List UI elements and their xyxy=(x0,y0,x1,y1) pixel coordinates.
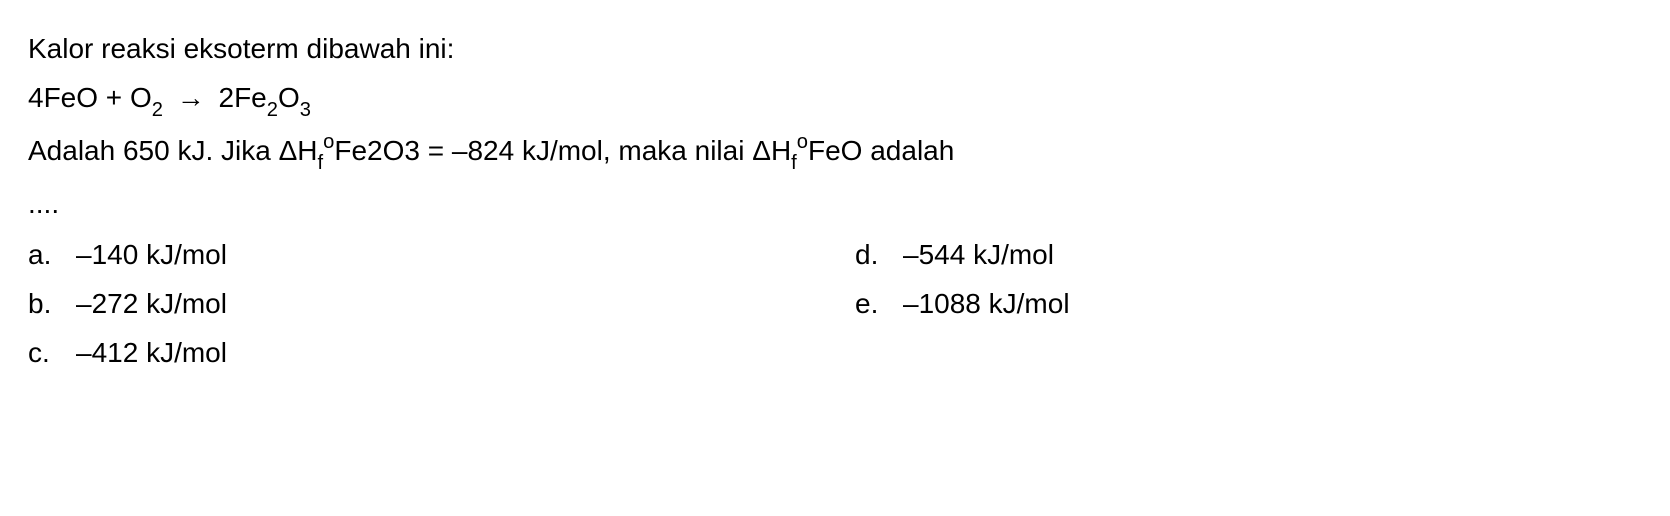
eq-arrow: → xyxy=(171,73,211,122)
hf-h-1: H xyxy=(297,135,317,166)
option-a: a. –140 kJ/mol xyxy=(28,230,815,279)
body-part-a: Adalah 650 kJ. Jika xyxy=(28,135,279,166)
option-d: d. –544 kJ/mol xyxy=(855,230,1642,279)
eq-lhs: 4FeO + O xyxy=(28,82,152,113)
hf-h-2: H xyxy=(771,135,791,166)
eq-rhs: 2Fe xyxy=(219,82,267,113)
option-text-c: –412 kJ/mol xyxy=(76,328,227,377)
option-letter-b: b. xyxy=(28,279,76,328)
option-letter-d: d. xyxy=(855,230,903,279)
eq-rhs-o: O xyxy=(278,82,300,113)
question-intro: Kalor reaksi eksoterm dibawah ini: xyxy=(28,24,1642,73)
option-text-e: –1088 kJ/mol xyxy=(903,279,1070,328)
delta-1: Δ xyxy=(279,135,298,166)
eq-rhs-sub1: 2 xyxy=(267,99,278,121)
option-text-d: –544 kJ/mol xyxy=(903,230,1054,279)
ellipsis: .... xyxy=(28,179,1642,228)
delta-2: Δ xyxy=(752,135,771,166)
eq-rhs-sub2: 3 xyxy=(300,99,311,121)
option-e: e. –1088 kJ/mol xyxy=(855,279,1642,328)
hf-sub-1: f xyxy=(318,152,324,174)
hf-sup-1: o xyxy=(323,131,334,153)
reaction-equation: 4FeO + O2 → 2Fe2O3 xyxy=(28,73,1642,126)
hf-sup-2: o xyxy=(797,131,808,153)
body-species-1: Fe2O3 = –824 kJ/mol, maka nilai xyxy=(334,135,752,166)
option-letter-a: a. xyxy=(28,230,76,279)
option-b: b. –272 kJ/mol xyxy=(28,279,815,328)
hf-sub-2: f xyxy=(791,152,797,174)
option-letter-c: c. xyxy=(28,328,76,377)
body-species-2: FeO adalah xyxy=(808,135,954,166)
option-c: c. –412 kJ/mol xyxy=(28,328,815,377)
option-text-a: –140 kJ/mol xyxy=(76,230,227,279)
question-body: Adalah 650 kJ. Jika ΔHfoFe2O3 = –824 kJ/… xyxy=(28,126,1642,179)
options-grid: a. –140 kJ/mol d. –544 kJ/mol b. –272 kJ… xyxy=(28,230,1642,377)
option-text-b: –272 kJ/mol xyxy=(76,279,227,328)
option-letter-e: e. xyxy=(855,279,903,328)
eq-lhs-sub: 2 xyxy=(152,99,163,121)
